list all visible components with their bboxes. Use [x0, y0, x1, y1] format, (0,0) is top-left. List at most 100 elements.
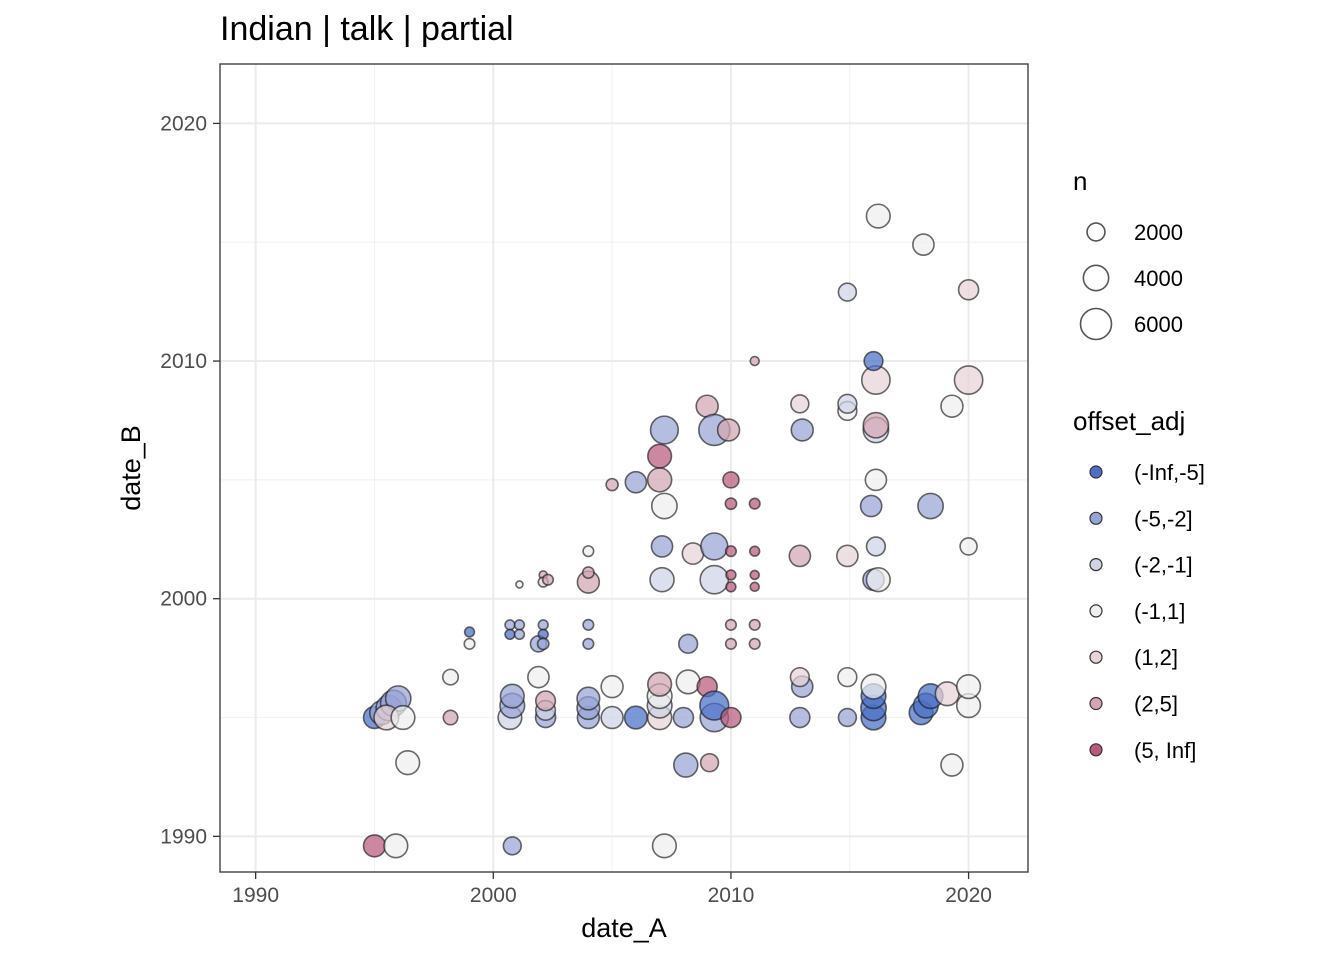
data-point	[534, 690, 557, 712]
data-point	[859, 494, 883, 518]
data-point	[675, 669, 701, 695]
data-point	[862, 411, 890, 439]
data-point	[749, 355, 760, 367]
size-legend-label: 4000	[1134, 266, 1183, 291]
data-point	[649, 566, 675, 593]
plot-panel	[219, 63, 1029, 873]
data-point	[576, 686, 601, 711]
x-axis: 1990 2000 2010 2020	[232, 872, 992, 907]
size-legend-key	[1082, 264, 1110, 292]
data-point	[724, 637, 738, 650]
data-point	[749, 569, 760, 581]
data-point	[441, 668, 460, 686]
color-legend-label: (-1,1]	[1134, 599, 1185, 624]
data-point	[865, 203, 891, 229]
data-point	[646, 467, 673, 493]
color-legend-key	[1089, 465, 1103, 479]
data-point	[912, 233, 935, 256]
data-point	[957, 278, 980, 301]
data-point	[860, 673, 887, 700]
color-legend-key	[1089, 557, 1103, 572]
y-axis-title: date_B	[116, 425, 146, 511]
data-point	[651, 833, 678, 859]
data-point	[390, 704, 416, 731]
y-axis: 1990 2000 2010 2020	[160, 112, 220, 848]
y-tick-label: 1990	[160, 825, 207, 848]
data-point	[504, 628, 516, 641]
data-point	[789, 706, 811, 729]
data-point	[837, 393, 858, 415]
size-legend-key	[1086, 222, 1106, 242]
data-point	[623, 705, 648, 730]
data-point	[537, 619, 549, 631]
data-point	[463, 626, 476, 638]
data-point	[383, 833, 409, 859]
x-axis-title: date_A	[581, 913, 667, 943]
data-point	[864, 468, 888, 492]
data-point	[700, 532, 729, 561]
x-tick-label: 1990	[232, 884, 279, 907]
data-points	[362, 203, 984, 859]
plot-border	[219, 63, 1029, 873]
data-point	[582, 545, 595, 558]
data-point	[836, 544, 859, 568]
x-tick-label: 2020	[945, 884, 992, 907]
data-point	[362, 834, 387, 858]
data-point	[647, 443, 673, 469]
data-point	[863, 350, 884, 372]
data-point	[600, 705, 624, 730]
data-point	[699, 564, 730, 595]
data-point	[917, 492, 945, 520]
data-point	[624, 470, 648, 494]
size-legend-items: 2000 4000 6000	[1079, 220, 1183, 341]
y-tick-label: 2010	[160, 350, 207, 373]
y-tick-label: 2000	[160, 588, 207, 611]
plot-background	[220, 64, 1028, 872]
color-legend-title: offset_adj	[1073, 406, 1185, 436]
data-point	[934, 681, 960, 707]
data-point	[865, 536, 887, 557]
x-tick-label: 2000	[470, 884, 517, 907]
color-legend-key	[1089, 511, 1103, 525]
color-legend-label: (2,5]	[1134, 692, 1178, 717]
data-point	[515, 580, 524, 589]
data-point	[527, 665, 550, 689]
size-legend-title: n	[1073, 166, 1087, 196]
size-legend: n 2000 4000 6000	[1073, 166, 1183, 341]
color-legend: offset_adj (-Inf,-5] (-5,-2] (-2,-1] (-1,1]…	[1073, 406, 1205, 763]
data-point	[647, 671, 673, 697]
color-legend-label: (-5,-2]	[1134, 506, 1193, 531]
color-legend-label: (-Inf,-5]	[1134, 460, 1205, 485]
data-point	[581, 566, 595, 580]
data-point	[395, 750, 421, 776]
data-point	[504, 619, 516, 631]
data-point	[513, 619, 526, 631]
data-point	[582, 637, 595, 650]
data-point	[536, 637, 550, 651]
data-point	[748, 497, 761, 510]
size-legend-label: 2000	[1134, 220, 1183, 245]
data-point	[499, 683, 525, 709]
data-point	[649, 415, 680, 445]
minor-gridlines	[220, 64, 1028, 872]
data-point	[725, 569, 737, 581]
data-point	[582, 618, 595, 631]
data-point	[722, 471, 740, 489]
data-point	[748, 618, 761, 631]
color-legend-label: (1,2]	[1134, 645, 1178, 670]
data-point	[502, 836, 523, 856]
data-point	[837, 666, 858, 688]
data-point	[940, 753, 964, 777]
data-point	[789, 666, 811, 688]
data-point	[720, 706, 742, 729]
data-point	[605, 477, 619, 492]
data-point	[865, 567, 891, 593]
data-point	[513, 628, 526, 641]
data-point	[541, 573, 555, 586]
data-point	[672, 706, 695, 729]
data-point	[940, 394, 964, 418]
color-legend-key	[1089, 696, 1103, 711]
data-point	[699, 752, 720, 773]
size-legend-key	[1079, 307, 1113, 341]
